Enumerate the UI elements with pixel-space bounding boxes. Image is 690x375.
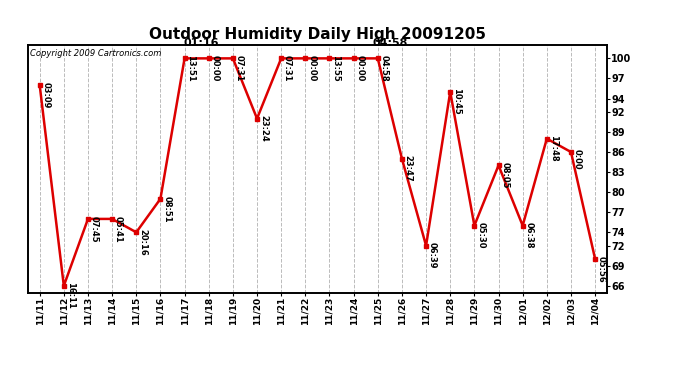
- Text: 04:58: 04:58: [380, 55, 388, 82]
- Text: 07:31: 07:31: [283, 55, 292, 81]
- Text: 08:51: 08:51: [162, 195, 171, 222]
- Text: 07:31: 07:31: [235, 55, 244, 81]
- Text: 04:58: 04:58: [372, 38, 408, 48]
- Text: 03:09: 03:09: [41, 82, 50, 108]
- Text: 06:39: 06:39: [428, 242, 437, 269]
- Text: 00:00: 00:00: [355, 55, 364, 81]
- Text: 00:00: 00:00: [210, 55, 219, 81]
- Text: 0:00: 0:00: [573, 148, 582, 169]
- Text: 05:30: 05:30: [476, 222, 485, 249]
- Text: 16:11: 16:11: [66, 282, 75, 309]
- Text: 01:16: 01:16: [184, 38, 219, 48]
- Text: 23:24: 23:24: [259, 115, 268, 142]
- Text: 00:00: 00:00: [307, 55, 316, 81]
- Text: 23:47: 23:47: [404, 155, 413, 182]
- Text: Copyright 2009 Cartronics.com: Copyright 2009 Cartronics.com: [30, 49, 162, 58]
- Title: Outdoor Humidity Daily High 20091205: Outdoor Humidity Daily High 20091205: [149, 27, 486, 42]
- Text: 08:05: 08:05: [500, 162, 509, 189]
- Text: 05:56: 05:56: [597, 256, 606, 282]
- Text: 17:48: 17:48: [549, 135, 558, 162]
- Text: 13:51: 13:51: [186, 55, 195, 82]
- Text: 20:16: 20:16: [138, 229, 147, 256]
- Text: 07:45: 07:45: [90, 216, 99, 242]
- Text: 10:45: 10:45: [452, 88, 461, 115]
- Text: 13:55: 13:55: [331, 55, 340, 82]
- Text: 05:41: 05:41: [114, 216, 123, 242]
- Text: 06:38: 06:38: [524, 222, 533, 249]
